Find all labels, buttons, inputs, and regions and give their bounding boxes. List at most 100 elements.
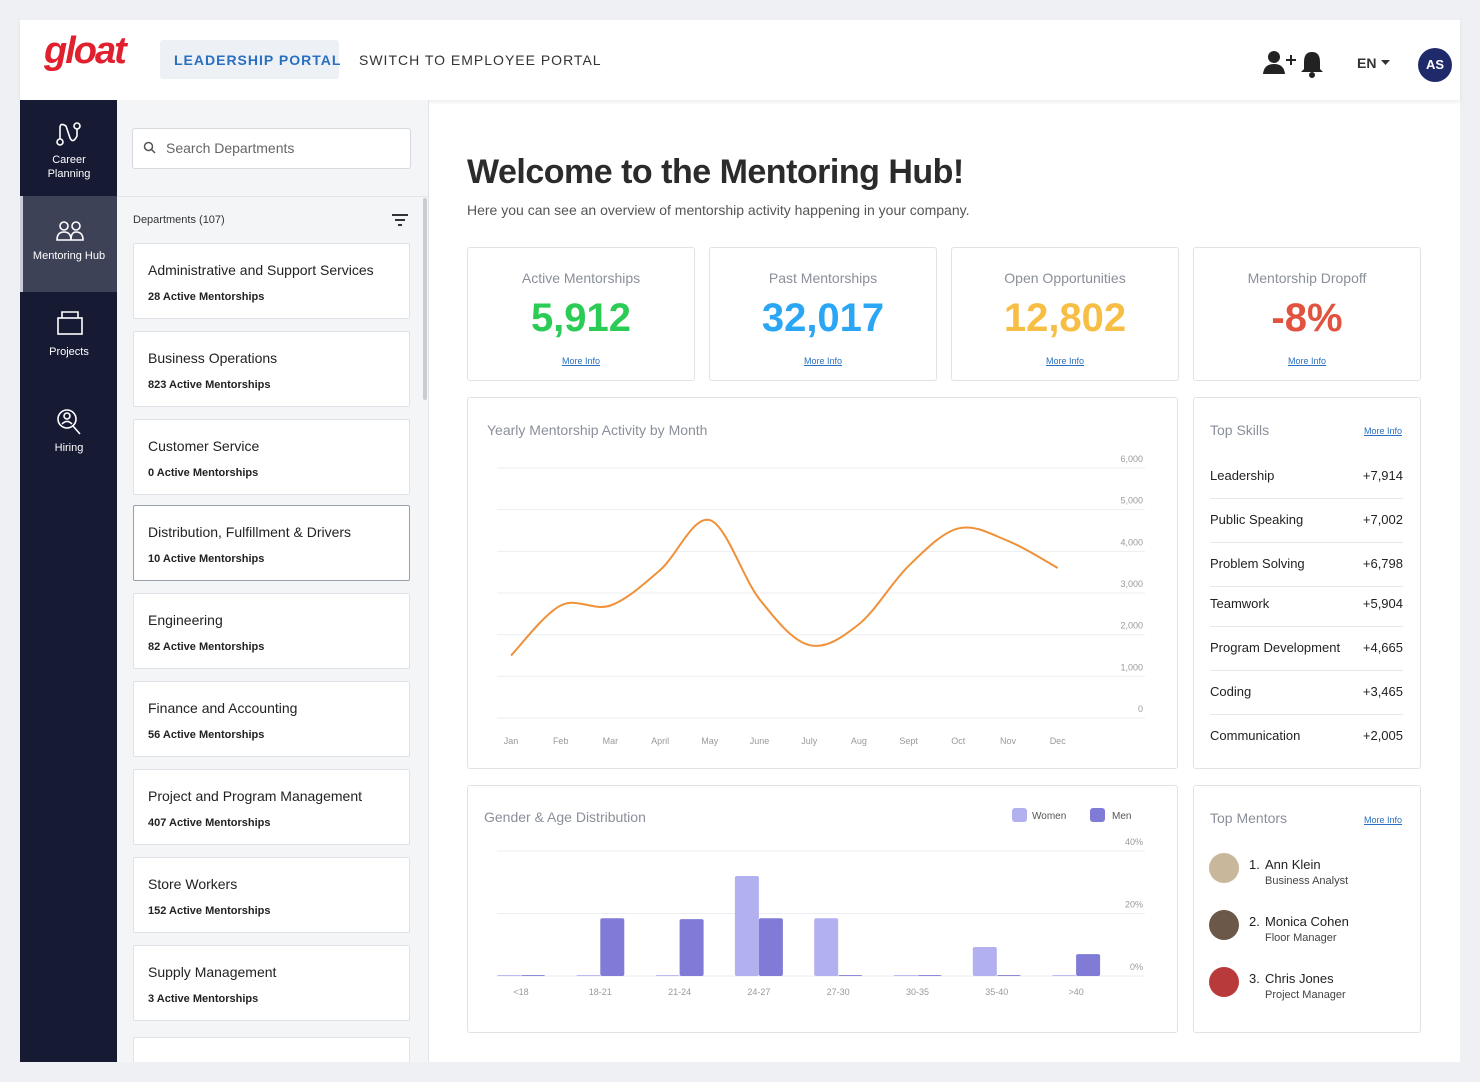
nav-label[interactable]: Career Planning [47,154,91,180]
legend-swatch [1090,808,1105,822]
department-name: Administrative and Support Services [148,262,374,278]
department-count: 82 Active Mentorships [148,641,265,653]
x-tick-label: Mar [603,736,619,746]
department-count: 407 Active Mentorships [148,817,271,829]
y-tick-label: 0% [1130,962,1143,972]
stat-card [951,247,1179,381]
bar [600,918,625,976]
more-info[interactable]: More Info [1045,356,1085,366]
department-name: Customer Service [148,438,260,454]
x-tick-label: Nov [1000,736,1017,746]
department-name: Store Workers [148,876,238,892]
skill-name: Communication [1210,728,1301,743]
skill-value: +3,465 [1362,684,1403,699]
stat-label: Past Mentorships [768,270,878,286]
avatar[interactable]: AS [1418,48,1452,82]
more-info[interactable]: More Info [1364,815,1403,825]
mentor-name: Ann Klein [1265,857,1321,872]
mentor-name: Monica Cohen [1265,914,1349,929]
stat-label: Open Opportunities [1004,270,1126,286]
legend-label: Women [1032,811,1066,822]
filter-icon[interactable] [391,214,409,226]
x-tick-label: Dec [1050,736,1067,746]
department-card[interactable] [133,945,410,1021]
top-skills-card [1193,397,1421,769]
department-card[interactable] [133,243,410,319]
nav-label[interactable]: Projects [49,346,89,358]
department-count: 0 Active Mentorships [148,467,259,479]
department-count: 10 Active Mentorships [148,553,265,565]
skill-name: Teamwork [1210,596,1270,611]
scrollbar[interactable] [423,198,427,400]
bar [996,975,1021,976]
search-icon [143,141,156,154]
department-name: Project and Program Management [148,788,362,804]
more-info[interactable]: More Info [561,356,601,366]
skill-divider [1210,626,1403,627]
tab[interactable]: LEADERSHIP PORTAL [174,52,342,68]
bar [1076,954,1101,976]
line-chart: Yearly Mentorship Activity by Month 0 1,00… [487,422,1145,746]
legend-label: Men [1112,811,1131,822]
department-count: 152 Active Mentorships [148,905,271,917]
more-info[interactable]: More Info [1364,426,1403,436]
nav-label[interactable]: Hiring [54,442,84,454]
x-tick-label: 30-35 [906,987,929,997]
line [510,518,1059,657]
mentor-rank: 3. [1249,971,1260,986]
department-card[interactable] [133,681,410,757]
bar-chart-card [467,785,1178,1033]
stat-card [467,247,695,381]
tab[interactable]: SWITCH TO EMPLOYEE PORTAL [359,52,602,68]
mentor-role: Project Manager [1265,989,1346,1001]
skill-divider [1210,586,1403,587]
department-card[interactable] [133,593,410,669]
mentor-role: Floor Manager [1265,932,1337,944]
skill-value: +4,665 [1362,640,1403,655]
mentor-avatar [1209,910,1239,940]
bar [972,946,997,976]
mentor-role: Business Analyst [1265,875,1349,887]
bar [758,918,783,976]
skill-value: +2,005 [1362,728,1403,743]
bar [1052,975,1077,976]
mentors-title: Top Mentors [1210,810,1288,826]
stat-card [1193,247,1421,381]
more-info[interactable]: More Info [1287,356,1327,366]
y-tick-label: 1,000 [1120,662,1143,672]
department-card[interactable] [133,857,410,933]
department-card[interactable] [133,505,410,581]
x-tick-label: 18-21 [589,987,612,997]
language[interactable]: EN [1357,55,1377,71]
department-card[interactable] [133,331,410,407]
mentor-rank: 2. [1249,914,1260,929]
skill-value: +6,798 [1362,556,1403,571]
search-box[interactable] [132,128,411,169]
department-card[interactable] [133,769,410,845]
more-info[interactable]: More Info [803,356,843,366]
department-count: 28 Active Mentorships [148,291,265,303]
department-card[interactable] [133,419,410,495]
x-tick-label: Sept [899,736,918,746]
y-tick-label: 0 [1138,704,1143,714]
x-tick-label: Feb [553,736,569,746]
y-tick-label: 2,000 [1120,621,1143,631]
bar [838,975,863,976]
stat-label: Mentorship Dropoff [1247,270,1367,286]
x-tick-label: >40 [1068,987,1083,997]
bar [497,975,521,976]
line-chart-card [467,397,1178,769]
skill-name: Public Speaking [1210,512,1304,527]
bar [734,876,759,976]
x-tick-label: Jan [504,736,519,746]
nav-label[interactable]: Mentoring Hub [32,250,106,262]
logo[interactable]: gloat [44,30,127,72]
header-icons[interactable] [1260,48,1330,80]
y-tick-label: 3,000 [1120,579,1143,589]
mentor-rank: 1. [1249,857,1260,872]
skill-name: Leadership [1210,468,1275,483]
skill-name: Problem Solving [1210,556,1305,571]
chart-title: Gender & Age Distribution [484,809,646,825]
mentor-avatar [1209,853,1239,883]
